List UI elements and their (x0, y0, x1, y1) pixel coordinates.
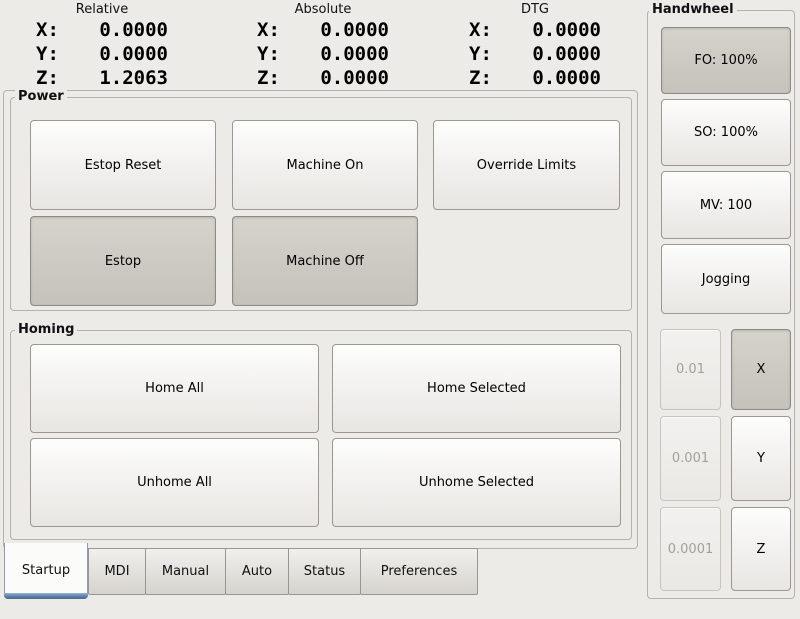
power-group-label: Power (15, 90, 67, 104)
estop-button[interactable]: Estop (30, 216, 216, 306)
handwheel-group-label: Handwheel (649, 3, 737, 17)
dro-absolute-x: X: 0.0000 (257, 19, 389, 42)
axis-label: Z: (257, 67, 280, 89)
dro-absolute-header: Absolute (294, 2, 352, 17)
increment-0.001-button: 0.001 (660, 416, 721, 501)
dro-absolute-z: Z: 0.0000 (257, 67, 389, 90)
dro-dtg-header: DTG (520, 2, 550, 17)
axis-value: 0.0000 (320, 19, 389, 41)
spindle-override-button[interactable]: SO: 100% (661, 99, 791, 166)
dro-relative-y: Y: 0.0000 (36, 43, 168, 66)
axis-value: 0.0000 (99, 19, 168, 41)
override-limits-button[interactable]: Override Limits (433, 120, 620, 210)
axis-label: X: (257, 19, 280, 41)
dro-absolute-y: Y: 0.0000 (257, 43, 389, 66)
active-tab-accent (4, 593, 88, 599)
power-group-frame (10, 97, 632, 311)
dro-relative-x: X: 0.0000 (36, 19, 168, 42)
axis-value: 0.0000 (532, 67, 601, 89)
tab-manual[interactable]: Manual (145, 548, 226, 595)
dro-absolute: Absolute X: 0.0000 Y: 0.0000 Z: 0.0000 (257, 2, 389, 90)
unhome-all-button[interactable]: Unhome All (30, 438, 319, 527)
machine-on-button[interactable]: Machine On (232, 120, 418, 210)
axis-y-button[interactable]: Y (731, 416, 791, 501)
axis-label: Y: (36, 43, 59, 65)
dro-dtg-y: Y: 0.0000 (469, 43, 601, 66)
axis-value: 0.0000 (532, 19, 601, 41)
axis-value: 1.2063 (99, 67, 168, 89)
homing-group-label: Homing (15, 323, 78, 337)
tab-preferences[interactable]: Preferences (360, 548, 478, 595)
dro-dtg-x: X: 0.0000 (469, 19, 601, 42)
dro-relative: Relative X: 0.0000 Y: 0.0000 Z: 1.2063 (36, 2, 168, 90)
axis-value: 0.0000 (99, 43, 168, 65)
axis-x-button[interactable]: X (731, 329, 791, 410)
axis-value: 0.0000 (532, 43, 601, 65)
tab-startup-label: Startup (21, 563, 71, 578)
home-all-button[interactable]: Home All (30, 344, 319, 433)
axis-label: Z: (469, 67, 492, 89)
feed-override-button[interactable]: FO: 100% (661, 27, 791, 94)
axis-label: X: (469, 19, 492, 41)
tab-mdi[interactable]: MDI (88, 548, 146, 595)
axis-value: 0.0000 (320, 67, 389, 89)
axis-label: Y: (257, 43, 280, 65)
estop-reset-button[interactable]: Estop Reset (30, 120, 216, 210)
unhome-selected-button[interactable]: Unhome Selected (332, 438, 621, 527)
axis-z-button[interactable]: Z (731, 507, 791, 591)
max-velocity-button[interactable]: MV: 100 (661, 171, 791, 239)
machine-off-button[interactable]: Machine Off (232, 216, 418, 306)
jogging-button[interactable]: Jogging (661, 244, 791, 314)
dro-dtg-z: Z: 0.0000 (469, 67, 601, 90)
tab-status[interactable]: Status (288, 548, 361, 595)
axis-label: X: (36, 19, 59, 41)
dro-relative-header: Relative (75, 2, 129, 17)
increment-0.0001-button: 0.0001 (660, 507, 721, 591)
dro-dtg: DTG X: 0.0000 Y: 0.0000 Z: 0.0000 (469, 2, 601, 90)
axis-value: 0.0000 (320, 43, 389, 65)
homing-group-frame (10, 330, 632, 540)
dro-relative-z: Z: 1.2063 (36, 67, 168, 90)
axis-label: Y: (469, 43, 492, 65)
tab-auto[interactable]: Auto (225, 548, 289, 595)
tab-startup[interactable]: Startup (4, 543, 88, 599)
axis-label: Z: (36, 67, 59, 89)
home-selected-button[interactable]: Home Selected (332, 344, 621, 433)
increment-0.01-button: 0.01 (660, 329, 721, 410)
